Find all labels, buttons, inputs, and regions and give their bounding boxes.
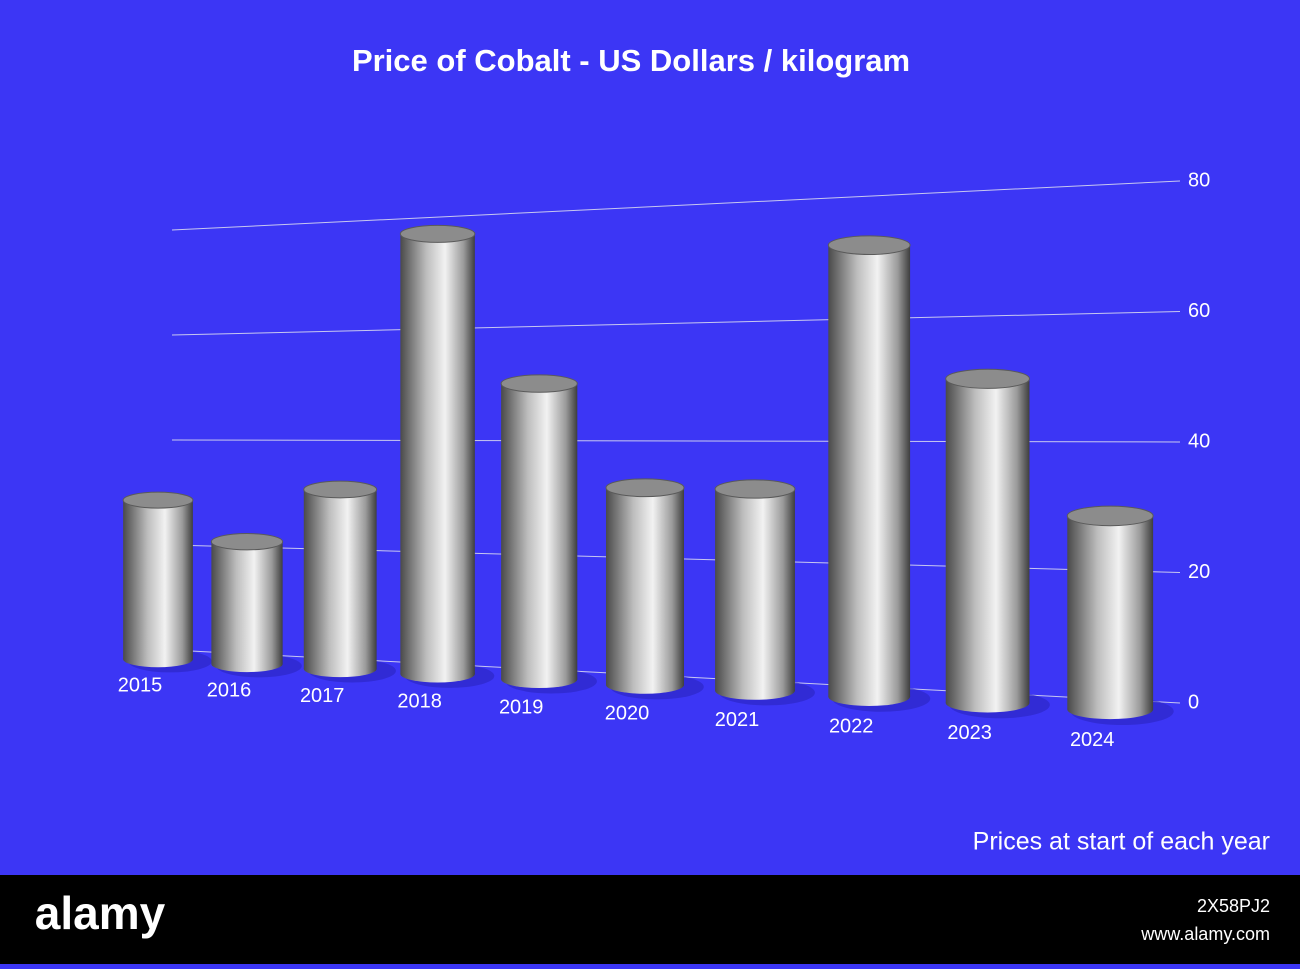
bar-top — [605, 478, 685, 498]
y-tick-label: 40 — [1188, 430, 1210, 452]
bar-bottom — [1067, 699, 1154, 720]
bar-bottom — [400, 665, 475, 683]
bar — [501, 383, 578, 680]
bar-top — [500, 374, 578, 393]
x-tick-label: 2021 — [715, 709, 760, 731]
x-tick-label: 2022 — [829, 715, 874, 737]
caption: Prices at start of each year — [973, 828, 1270, 856]
bar-bottom — [828, 687, 911, 707]
bar — [303, 489, 377, 669]
bar-bottom — [715, 681, 795, 700]
bar-top — [399, 224, 476, 243]
footer-id: 2X58PJ2 — [1197, 896, 1270, 916]
y-tick-label: 0 — [1188, 691, 1199, 713]
footer-brand: alamy — [35, 887, 166, 939]
bar — [715, 489, 795, 691]
x-tick-label: 2019 — [499, 697, 544, 719]
bar-bottom — [501, 670, 578, 689]
bar-top — [945, 368, 1030, 389]
x-tick-label: 2016 — [207, 680, 252, 702]
bar-top — [714, 479, 796, 499]
chart-title: Price of Cobalt - US Dollars / kilogram — [352, 43, 910, 78]
bar-top — [122, 491, 194, 509]
x-tick-label: 2023 — [947, 722, 992, 744]
y-tick-label: 80 — [1188, 169, 1210, 191]
bar — [400, 233, 475, 674]
bar — [606, 487, 684, 685]
bar-bottom — [123, 651, 193, 668]
x-tick-label: 2024 — [1070, 729, 1115, 751]
bar-bottom — [303, 660, 377, 678]
bar-top — [1066, 505, 1154, 527]
bar — [828, 245, 911, 697]
bar-top — [303, 480, 378, 499]
bar — [123, 500, 193, 660]
bar-bottom — [945, 693, 1030, 713]
bar — [211, 541, 283, 664]
grid-line — [171, 180, 1181, 231]
bar — [945, 378, 1030, 703]
x-tick-label: 2015 — [118, 675, 163, 697]
x-tick-label: 2018 — [397, 691, 442, 713]
plot-background — [0, 0, 1300, 875]
x-tick-label: 2017 — [300, 685, 345, 707]
bar-bottom — [606, 675, 684, 694]
y-tick-label: 20 — [1188, 561, 1210, 583]
grid-line — [171, 311, 1181, 336]
footer-bar — [0, 875, 1300, 964]
y-tick-label: 60 — [1188, 300, 1210, 322]
footer-url: www.alamy.com — [1140, 924, 1270, 944]
bar-bottom — [211, 655, 283, 673]
bar-top — [827, 235, 911, 256]
x-tick-label: 2020 — [605, 703, 650, 725]
bar-top — [210, 533, 284, 551]
bar — [1067, 515, 1154, 710]
